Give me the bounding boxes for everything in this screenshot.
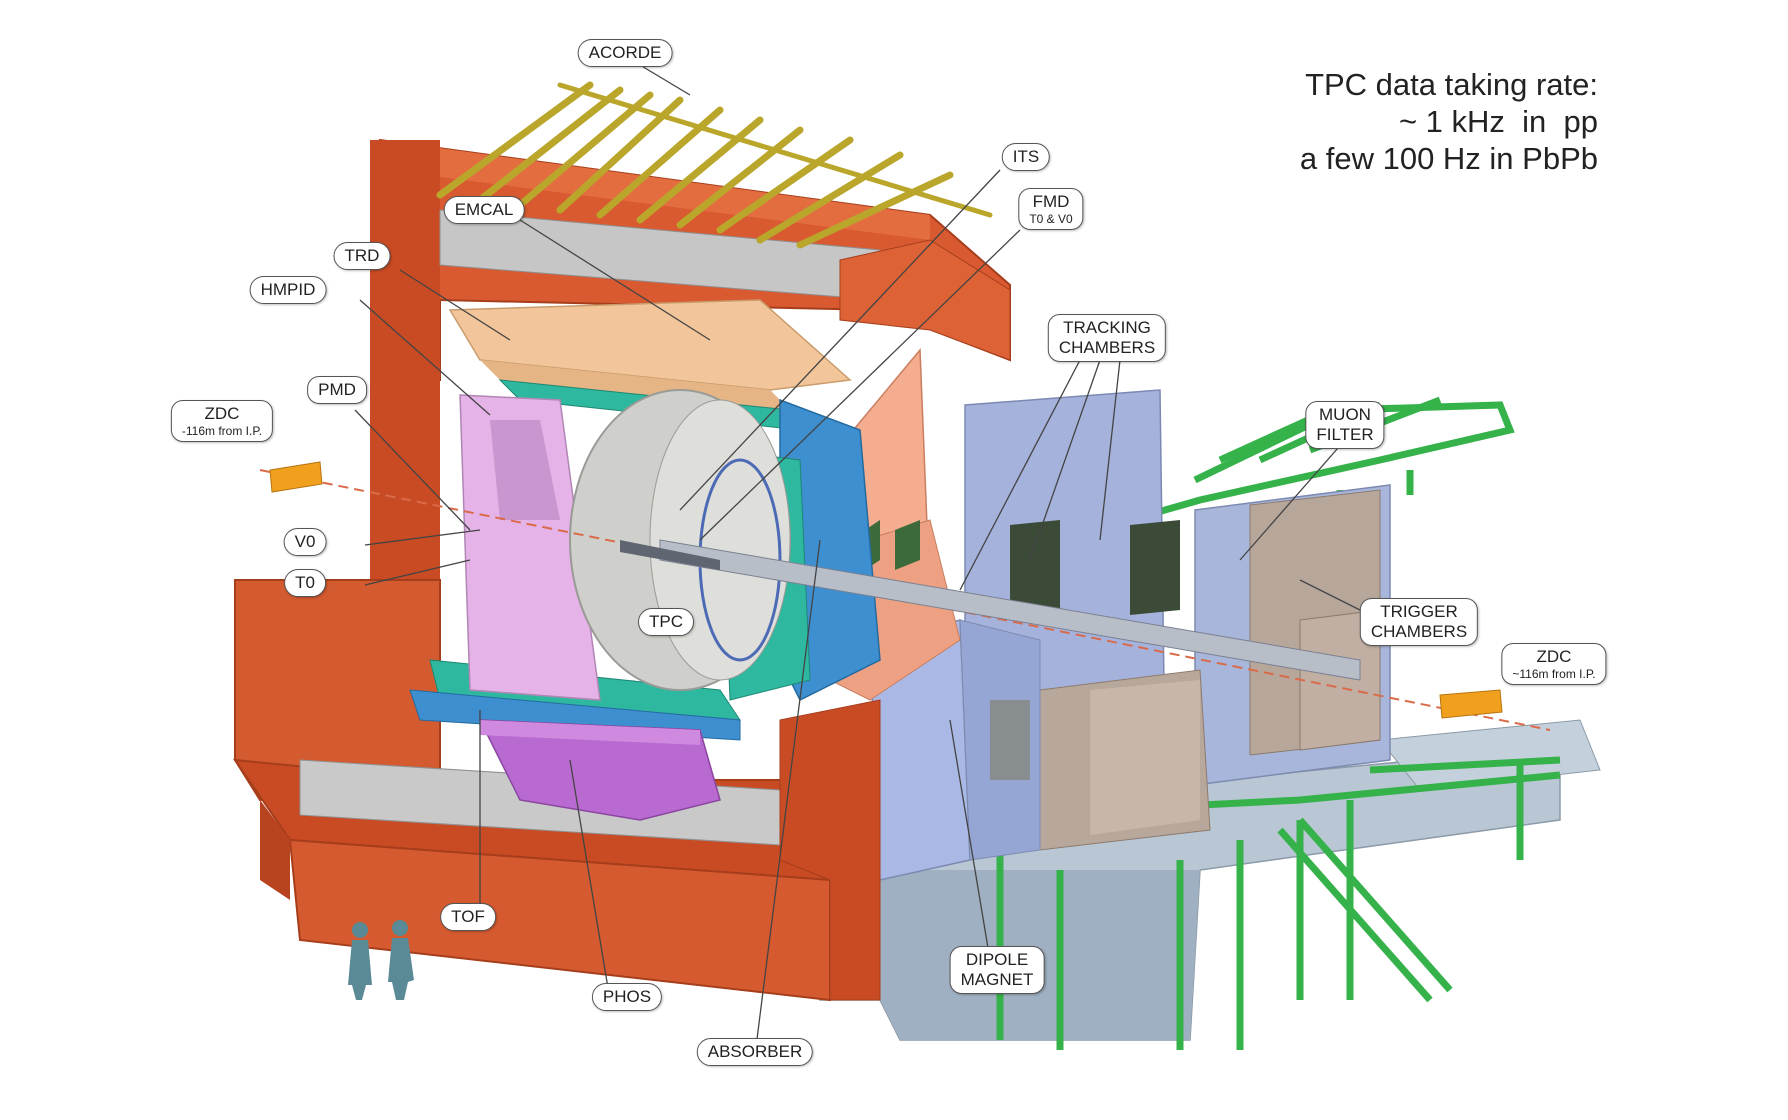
acorde-array bbox=[436, 81, 993, 249]
label-zdc-left: ZDC -116m from I.P. bbox=[170, 400, 274, 442]
label-fmd-line2: T0 & V0 bbox=[1029, 212, 1073, 226]
label-zdc-left-sub: -116m from I.P. bbox=[181, 424, 263, 438]
label-hmpid-text: HMPID bbox=[260, 280, 316, 299]
label-t0: T0 bbox=[284, 569, 326, 597]
human-figures-icon bbox=[348, 920, 414, 1000]
label-fmd: FMD T0 & V0 bbox=[1018, 188, 1084, 230]
tpc-rate-info: TPC data taking rate: ~ 1 kHz in pp a fe… bbox=[1300, 66, 1598, 177]
label-pmd: PMD bbox=[307, 376, 367, 404]
label-emcal-text: EMCAL bbox=[454, 200, 514, 219]
label-its: ITS bbox=[1001, 143, 1051, 171]
label-phos-text: PHOS bbox=[602, 987, 652, 1006]
label-emcal: EMCAL bbox=[443, 196, 525, 224]
label-hmpid: HMPID bbox=[249, 276, 327, 304]
label-absorber: ABSORBER bbox=[696, 1038, 814, 1066]
label-tracking-line2: CHAMBERS bbox=[1058, 338, 1156, 357]
label-tracking-chambers: TRACKING CHAMBERS bbox=[1047, 314, 1167, 362]
label-trd: TRD bbox=[333, 242, 391, 270]
label-muon-filter: MUON FILTER bbox=[1305, 401, 1385, 449]
label-dipole-line1: DIPOLE bbox=[965, 950, 1029, 969]
label-acorde: ACORDE bbox=[577, 39, 673, 67]
label-zdc-right-sub: ~116m from I.P. bbox=[1512, 667, 1596, 681]
label-muon-line1: MUON bbox=[1319, 405, 1371, 424]
label-acorde-text: ACORDE bbox=[588, 43, 662, 62]
dipole-magnet bbox=[869, 619, 1041, 881]
muon-green-structure bbox=[709, 396, 1561, 1050]
label-trigger-line1: TRIGGER bbox=[1380, 602, 1458, 621]
label-absorber-text: ABSORBER bbox=[707, 1042, 803, 1061]
info-line-3: a few 100 Hz in PbPb bbox=[1299, 141, 1598, 176]
label-zdc-right: ZDC ~116m from I.P. bbox=[1501, 643, 1607, 685]
label-dipole-magnet: DIPOLE MAGNET bbox=[949, 946, 1045, 994]
trigger-chambers bbox=[1299, 609, 1381, 751]
label-trigger-line2: CHAMBERS bbox=[1370, 622, 1468, 641]
label-trigger-chambers: TRIGGER CHAMBERS bbox=[1359, 598, 1479, 646]
label-tracking-line1: TRACKING bbox=[1063, 318, 1151, 337]
tpc bbox=[569, 389, 791, 691]
label-zdc-right-text: ZDC bbox=[1536, 647, 1572, 666]
zdc-left-box bbox=[269, 461, 323, 493]
label-pmd-text: PMD bbox=[318, 380, 356, 399]
label-fmd-line1: FMD bbox=[1032, 192, 1070, 211]
label-trd-text: TRD bbox=[344, 246, 380, 265]
pmd-hmpid bbox=[459, 394, 601, 701]
label-t0-text: T0 bbox=[295, 573, 315, 592]
label-v0-text: V0 bbox=[294, 532, 316, 551]
info-line-1: TPC data taking rate: bbox=[1305, 67, 1598, 102]
phos bbox=[478, 719, 721, 821]
info-line-2: ~ 1 kHz in pp bbox=[1398, 104, 1598, 139]
label-muon-line2: FILTER bbox=[1316, 425, 1374, 444]
zdc-right-box bbox=[1439, 689, 1503, 719]
label-tpc: TPC bbox=[638, 608, 694, 636]
label-zdc-left-text: ZDC bbox=[204, 404, 240, 423]
label-tpc-text: TPC bbox=[649, 612, 683, 631]
label-phos: PHOS bbox=[591, 983, 663, 1011]
label-dipole-line2: MAGNET bbox=[960, 970, 1034, 989]
label-v0: V0 bbox=[283, 528, 327, 556]
label-its-text: ITS bbox=[1012, 147, 1040, 166]
beam-pipe bbox=[259, 469, 1551, 731]
l3-magnet bbox=[232, 138, 1011, 1002]
label-tof: TOF bbox=[440, 903, 496, 931]
label-tof-text: TOF bbox=[451, 907, 485, 926]
